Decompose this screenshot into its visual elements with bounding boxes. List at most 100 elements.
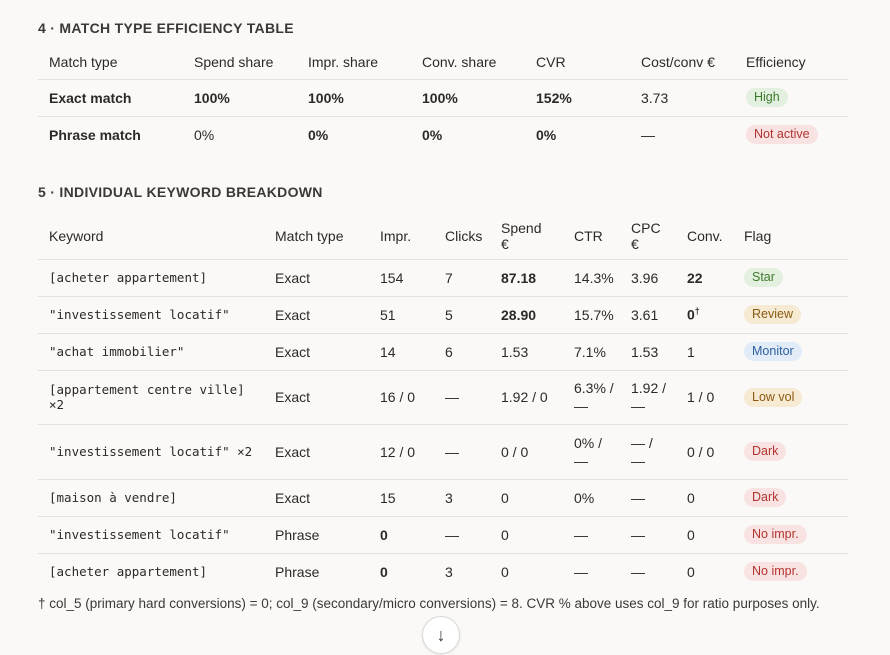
conv-value: 22 — [687, 269, 703, 286]
flag-cell: No impr. — [733, 515, 848, 553]
conv-value: 0 / 0 — [687, 443, 715, 460]
conv-cell: 0 / 0 — [676, 423, 733, 479]
scroll-down-button[interactable]: ↓ — [422, 616, 460, 654]
column-header-text: CPC € — [631, 220, 661, 253]
column-header: CTR — [574, 228, 603, 245]
spend-cell: 0 — [490, 515, 563, 553]
flag-badge: Dark — [744, 488, 787, 507]
spend-cell: 87.18 — [490, 258, 563, 296]
table-row: Exact match 100% 100% 100% 152% 3.73 Hig… — [38, 78, 848, 116]
flag-badge: Low vol — [744, 387, 803, 407]
keyword-cell: "investissement locatif" — [38, 295, 264, 333]
table-row: Phrase match 0% 0% 0% 0% — Not active — [38, 115, 848, 153]
conv-value: 0 — [687, 489, 695, 506]
flag-cell: No impr. — [733, 552, 848, 590]
ctr-cell: 0% — [563, 478, 620, 516]
cpc-cell: — — [620, 515, 676, 553]
column-header: Conv. — [687, 228, 723, 245]
match-type-cell: Phrase match — [38, 115, 183, 153]
column-header: CPC € — [620, 214, 676, 259]
match-cell: Exact — [264, 332, 369, 370]
keyword-cell: [acheter appartement] — [38, 258, 264, 296]
conv-cell: 22 — [676, 258, 733, 296]
keyword-cell: [appartement centre ville] ×2 — [38, 369, 264, 424]
cpc-cell: — — [620, 552, 676, 590]
flag-cell: Dark — [733, 478, 848, 516]
cpc-text: — / — — [631, 434, 653, 469]
ctr-text: 6.3% / — — [574, 380, 614, 414]
table-header-row: Keyword Match type Impr. Clicks Spend € … — [38, 214, 848, 259]
column-header: Clicks — [445, 228, 483, 245]
clicks-cell: 7 — [434, 258, 490, 296]
ctr-cell: — — [563, 552, 620, 590]
keyword-table: Keyword Match type Impr. Clicks Spend € … — [38, 214, 848, 590]
conv-cell: 0† — [676, 295, 733, 333]
impr-cell: 16 / 0 — [369, 369, 434, 424]
column-header: Keyword — [49, 228, 104, 245]
impr-cell: 15 — [369, 478, 434, 516]
flag-badge: Dark — [744, 442, 787, 461]
table-row: [appartement centre ville] ×2 Exact 16 /… — [38, 369, 848, 424]
conv-cell: 1 / 0 — [676, 369, 733, 424]
ctr-cell: — — [563, 515, 620, 553]
impr-cell: 0 — [369, 552, 434, 590]
spend-cell: 0 / 0 — [490, 423, 563, 479]
efficiency-badge: Not active — [746, 125, 818, 145]
column-header: Flag — [744, 228, 772, 245]
conv-share-cell: 100% — [411, 78, 525, 116]
match-cell: Exact — [264, 258, 369, 296]
match-cell: Phrase — [264, 552, 369, 590]
cpc-cell: 1.53 — [620, 332, 676, 370]
flag-cell: Review — [733, 295, 848, 333]
conv-value: 1 / 0 — [687, 389, 715, 405]
impr-cell: 12 / 0 — [369, 423, 434, 479]
table-row: "achat immobilier" Exact 14 6 1.53 7.1% … — [38, 332, 848, 370]
section-title-keyword-breakdown: 5 · INDIVIDUAL KEYWORD BREAKDOWN — [38, 184, 323, 200]
table-row: [maison à vendre] Exact 15 3 0 0% — 0 Da… — [38, 478, 848, 516]
table-row: "investissement locatif" Phrase 0 — 0 — … — [38, 515, 848, 553]
conv-value: 1 — [687, 343, 695, 360]
table-header-row: Match type Spend share Impr. share Conv.… — [38, 46, 848, 79]
conv-value: 0 — [687, 526, 695, 543]
clicks-cell: — — [434, 423, 490, 479]
conv-value: 0 — [687, 306, 695, 323]
clicks-cell: — — [434, 515, 490, 553]
column-header: Spend share — [194, 54, 274, 71]
table-row: "investissement locatif" Exact 51 5 28.9… — [38, 295, 848, 333]
flag-cell: Monitor — [733, 332, 848, 370]
table-row: [acheter appartement] Phrase 0 3 0 — — 0… — [38, 552, 848, 590]
column-header: CVR — [536, 54, 566, 71]
impr-cell: 154 — [369, 258, 434, 296]
flag-badge: No impr. — [744, 525, 807, 544]
cpc-cell: — / — — [620, 423, 676, 479]
conv-value: 0 — [687, 563, 695, 580]
keyword-text: [appartement centre ville] ×2 — [49, 382, 245, 412]
cpc-text: 1.92 / — — [631, 380, 667, 414]
ctr-cell: 0% / — — [563, 423, 620, 479]
conv-cell: 1 — [676, 332, 733, 370]
flag-cell: Star — [733, 258, 848, 296]
match-cell: Phrase — [264, 515, 369, 553]
match-cell: Exact — [264, 295, 369, 333]
efficiency-badge: High — [746, 88, 788, 107]
column-header: Match type — [275, 228, 344, 245]
efficiency-cell: High — [735, 78, 848, 116]
spend-cell: 28.90 — [490, 295, 563, 333]
spend-cell: 0 — [490, 552, 563, 590]
section-title-match-type: 4 · MATCH TYPE EFFICIENCY TABLE — [38, 20, 294, 36]
match-cell: Exact — [264, 423, 369, 479]
clicks-cell: 3 — [434, 552, 490, 590]
match-type-cell: Exact match — [38, 78, 183, 116]
flag-badge: No impr. — [744, 562, 807, 582]
cvr-cell: 0% — [525, 115, 630, 153]
impr-cell: 14 — [369, 332, 434, 370]
column-header: Spend € — [490, 214, 563, 259]
keyword-cell: "investissement locatif" ×2 — [38, 423, 264, 479]
arrow-down-icon: ↓ — [436, 624, 446, 645]
impr-cell: 51 — [369, 295, 434, 333]
ctr-cell: 6.3% / — — [563, 369, 620, 424]
conv-share-cell: 0% — [411, 115, 525, 153]
spend-share-cell: 0% — [183, 115, 297, 153]
impr-share-cell: 0% — [297, 115, 411, 153]
keyword-cell: [acheter appartement] — [38, 552, 264, 590]
